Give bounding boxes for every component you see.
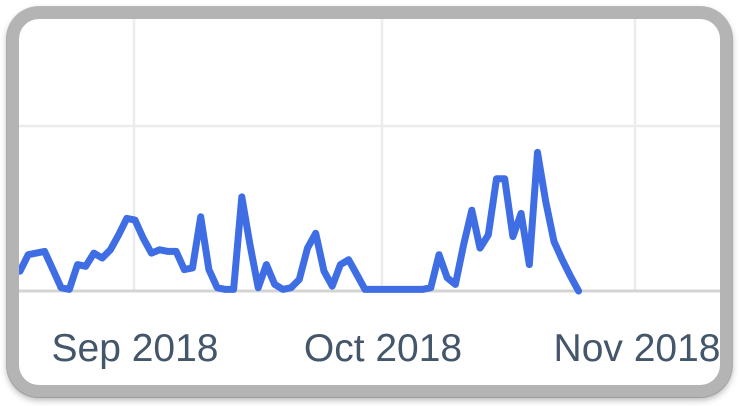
- trend-line-chart: [19, 19, 720, 295]
- chart-card: Sep 2018 Oct 2018 Nov 2018: [7, 7, 732, 397]
- x-tick-label-nov-2018: Nov 2018: [553, 327, 720, 370]
- plot-area: Sep 2018 Oct 2018 Nov 2018: [19, 19, 720, 385]
- x-tick-label-oct-2018: Oct 2018: [303, 327, 463, 370]
- interest-over-time-line: [19, 148, 583, 295]
- x-tick-label-sep-2018: Sep 2018: [51, 327, 219, 370]
